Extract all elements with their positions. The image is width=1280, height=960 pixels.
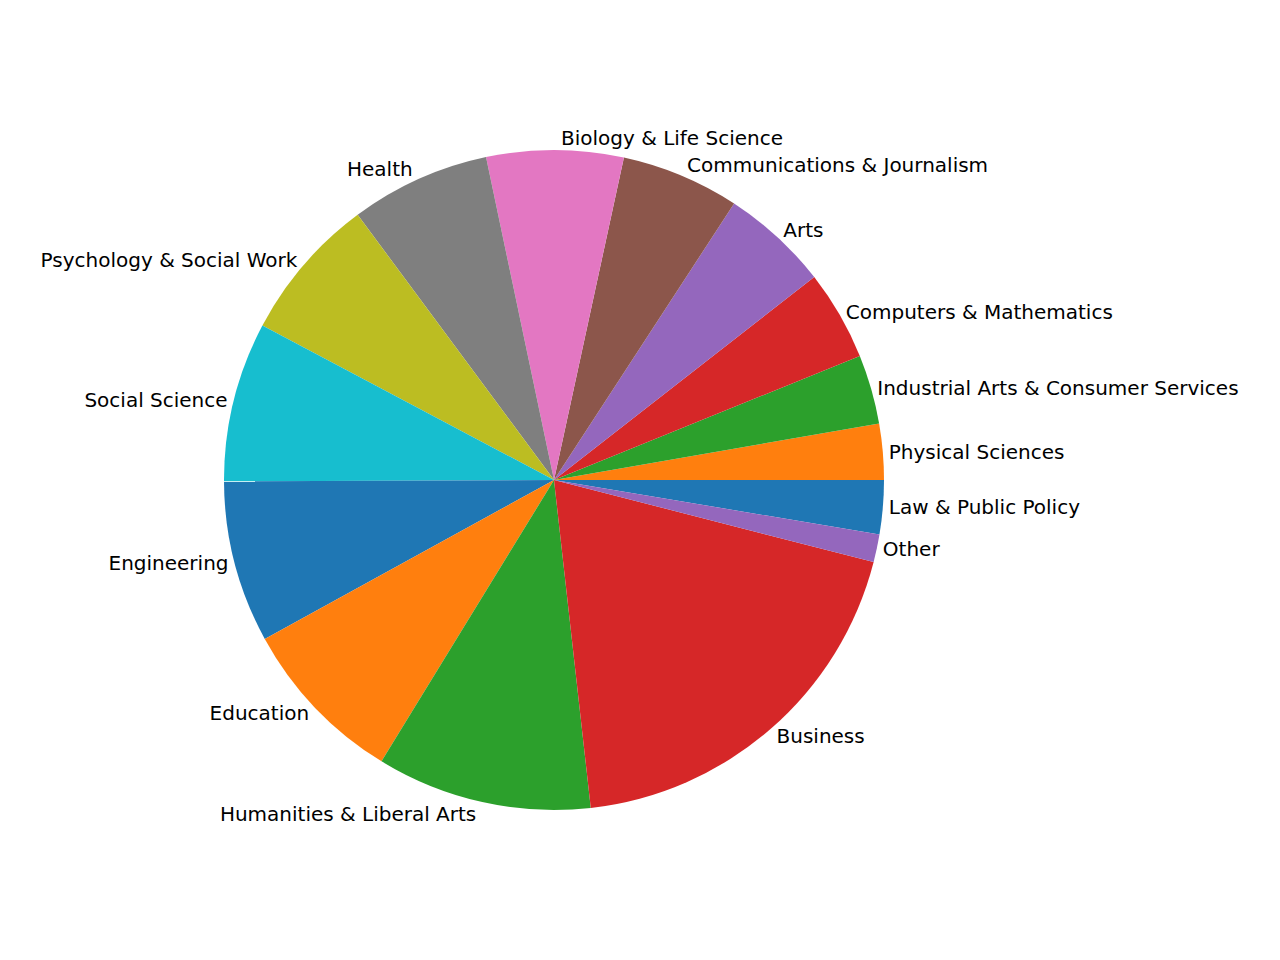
svg-text:Biology & Life Science: Biology & Life Science <box>561 126 783 150</box>
svg-text:Industrial Arts & Consumer Ser: Industrial Arts & Consumer Services <box>877 376 1238 400</box>
svg-text:Law & Public Policy: Law & Public Policy <box>889 495 1080 519</box>
svg-text:Computers & Mathematics: Computers & Mathematics <box>846 300 1113 324</box>
svg-text:Health: Health <box>347 157 413 181</box>
svg-text:Communications & Journalism: Communications & Journalism <box>687 153 988 177</box>
svg-text:Engineering: Engineering <box>109 551 229 575</box>
svg-text:Other: Other <box>883 537 941 561</box>
svg-text:Business: Business <box>776 724 864 748</box>
svg-text:Arts: Arts <box>783 218 823 242</box>
svg-text:Social Science: Social Science <box>84 388 227 412</box>
svg-text:Education: Education <box>210 701 310 725</box>
svg-text:Physical Sciences: Physical Sciences <box>889 440 1065 464</box>
svg-text:Psychology & Social Work: Psychology & Social Work <box>41 248 298 272</box>
svg-text:Humanities & Liberal Arts: Humanities & Liberal Arts <box>220 802 476 826</box>
